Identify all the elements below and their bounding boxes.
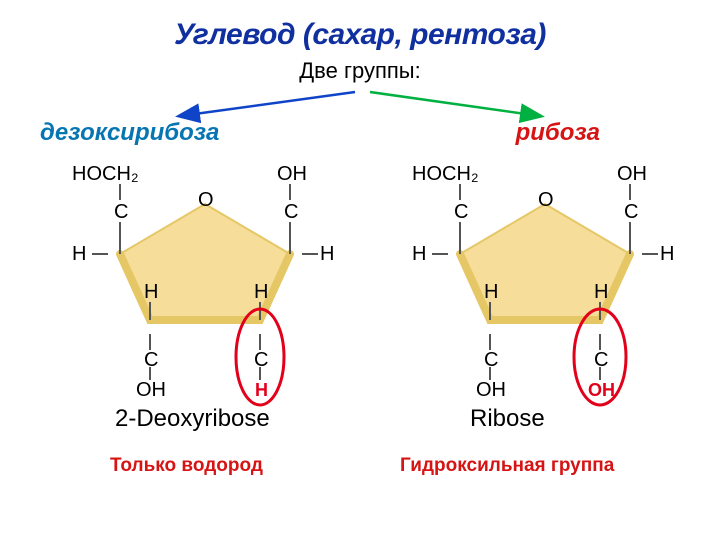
atom-c: C (284, 202, 298, 222)
atom-h: H (594, 282, 608, 302)
atom-c: C (144, 350, 158, 370)
atom-c: C (484, 350, 498, 370)
atom-h: H (144, 282, 158, 302)
atom-hoch2: HOCH₂ (412, 164, 479, 184)
left-molecule-label: дезоксирибоза (40, 119, 219, 147)
atom-c: C (254, 350, 268, 370)
left-molecule-panel: HOCH₂ C H O OH C H H C OH H C H (60, 162, 360, 442)
right-molecule-label: рибоза (516, 119, 600, 147)
atom-oh: OH (136, 380, 166, 400)
right-caption: Гидроксильная группа (400, 455, 614, 477)
atom-oh: OH (476, 380, 506, 400)
atom-c: C (114, 202, 128, 222)
atom-h: H (254, 282, 268, 302)
left-caption: Только водород (110, 455, 263, 477)
right-english-name: Ribose (470, 405, 545, 433)
atom-oh: OH (277, 164, 307, 184)
atom-h: H (320, 244, 334, 264)
atom-h: H (660, 244, 674, 264)
atom-c: C (594, 350, 608, 370)
atom-o: O (198, 190, 214, 210)
atom-c: C (624, 202, 638, 222)
atom-h: H (412, 244, 426, 264)
left-highlight: H (255, 380, 268, 401)
left-english-name: 2-Deoxyribose (115, 405, 270, 433)
right-highlight: OH (588, 380, 615, 401)
page-title: Углевод (сахар, рентоза) (0, 18, 720, 52)
atom-o: O (538, 190, 554, 210)
subtitle: Две группы: (0, 58, 720, 84)
atom-hoch2: HOCH₂ (72, 164, 139, 184)
branch-arrows (160, 84, 560, 124)
atom-c: C (454, 202, 468, 222)
atom-oh: OH (617, 164, 647, 184)
right-molecule-panel: HOCH₂ C H O OH C H H C OH H C OH (400, 162, 700, 442)
atom-h: H (72, 244, 86, 264)
atom-h: H (484, 282, 498, 302)
